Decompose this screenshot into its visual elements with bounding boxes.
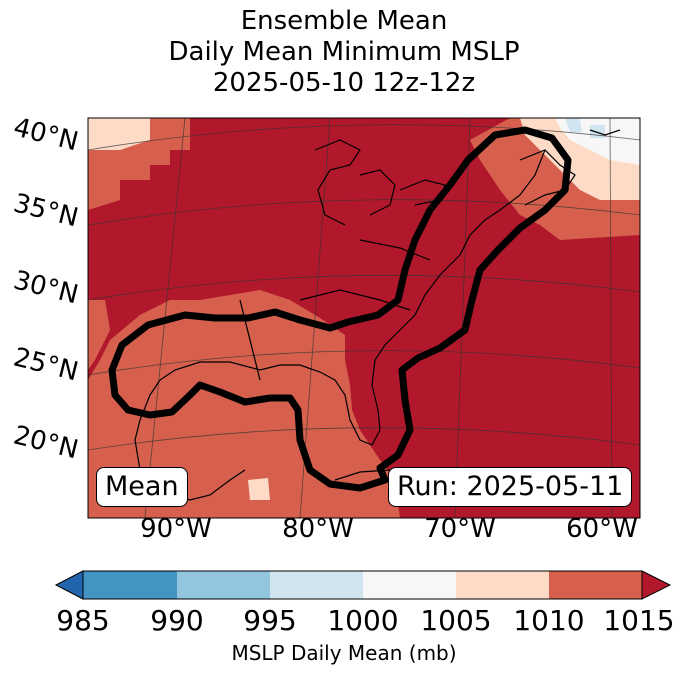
colorbar-low-extend	[54, 570, 84, 600]
contour-1015	[108, 126, 572, 492]
cbar-tick-1015: 1015	[603, 604, 675, 637]
colorbar-label: MSLP Daily Mean (mb)	[231, 641, 457, 665]
colorbar-995-1000	[270, 571, 363, 599]
cbar-tick-985: 985	[56, 604, 110, 637]
mean-box: Mean	[96, 467, 188, 507]
field-1010-1015-westedge	[88, 300, 110, 370]
lon-label-90w: 90°W	[140, 514, 212, 544]
field-1005-1010-nw-corner	[88, 118, 150, 150]
colorbar-1010-1015	[549, 571, 642, 599]
colorbar-990-995	[177, 571, 270, 599]
colorbar-1005-1010	[456, 571, 549, 599]
title-line-2: Daily Mean Minimum MSLP	[168, 37, 520, 67]
lon-label-60w: 60°W	[566, 514, 638, 544]
colorbar-1000-1005	[363, 571, 456, 599]
field-1005-1010-south	[248, 478, 270, 500]
cbar-tick-995: 995	[243, 604, 297, 637]
title-line-3: 2025-05-10 12z-12z	[212, 68, 476, 98]
run-box: Run: 2025-05-11	[388, 467, 633, 507]
cbar-tick-990: 990	[150, 604, 204, 637]
field-995-1000	[565, 118, 582, 132]
colorbar-high-extend	[641, 570, 672, 600]
mslp-map	[87, 117, 641, 519]
cbar-tick-1010: 1010	[513, 604, 585, 637]
colorbar-985-990	[83, 571, 177, 599]
lon-label-80w: 80°W	[282, 514, 354, 544]
cbar-tick-1005: 1005	[420, 604, 492, 637]
lon-label-70w: 70°W	[424, 514, 496, 544]
title-line-1: Ensemble Mean	[240, 6, 448, 36]
cbar-tick-1000: 1000	[327, 604, 399, 637]
